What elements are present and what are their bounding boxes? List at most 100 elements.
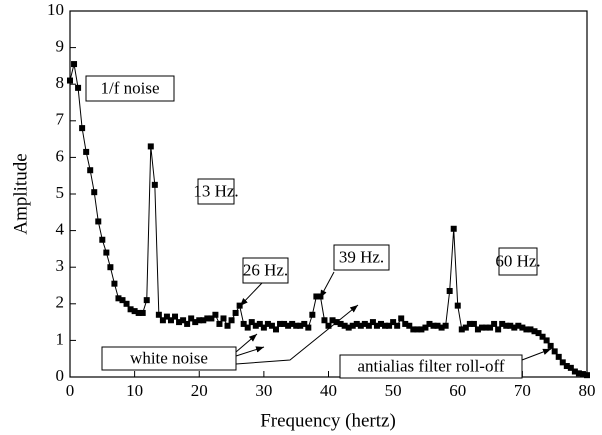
data-point: [123, 300, 130, 307]
data-point: [309, 311, 316, 318]
data-point: [289, 320, 296, 327]
data-point: [184, 320, 191, 327]
data-point: [236, 302, 243, 309]
data-point: [176, 319, 183, 326]
data-point: [390, 319, 397, 326]
annotation: 39 Hz.: [339, 247, 384, 266]
data-point: [394, 322, 401, 329]
x-tick-label: 50: [385, 381, 402, 400]
y-tick-label: 1: [56, 329, 65, 348]
data-point: [398, 315, 405, 322]
data-point: [285, 322, 292, 329]
data-point: [260, 324, 267, 331]
data-point: [248, 319, 255, 326]
data-point: [341, 322, 348, 329]
data-point: [523, 326, 530, 333]
y-tick-label: 0: [56, 366, 65, 385]
data-point: [281, 320, 288, 327]
data-point: [325, 322, 332, 329]
x-tick-label: 10: [126, 381, 143, 400]
data-point: [507, 322, 514, 329]
data-point: [180, 317, 187, 324]
y-tick-label: 6: [56, 146, 65, 165]
data-point: [204, 315, 211, 322]
data-point: [212, 311, 219, 318]
data-point: [495, 326, 502, 333]
data-point: [79, 125, 86, 132]
data-point: [127, 306, 134, 313]
data-point: [349, 322, 356, 329]
data-point: [531, 328, 538, 335]
data-point: [321, 317, 328, 324]
data-point: [167, 317, 174, 324]
data-point: [584, 372, 590, 379]
data-point: [378, 320, 385, 327]
data-point: [466, 320, 473, 327]
data-point: [272, 326, 279, 333]
data-point: [499, 320, 506, 327]
data-point: [147, 143, 154, 150]
data-point: [434, 322, 441, 329]
data-point: [483, 324, 490, 331]
data-point: [474, 326, 481, 333]
annotation: 26 Hz.: [243, 260, 288, 279]
data-point: [115, 295, 122, 302]
data-point: [418, 326, 425, 333]
data-point: [75, 84, 82, 91]
annotation: white noise: [130, 348, 208, 367]
data-point: [220, 315, 227, 322]
data-point: [369, 319, 376, 326]
data-point: [555, 353, 562, 360]
annotation-arrow: [235, 346, 265, 357]
y-axis-label: Amplitude: [10, 153, 31, 234]
data-point: [103, 249, 110, 256]
data-point: [458, 326, 465, 333]
data-point: [172, 313, 179, 320]
x-tick-label: 40: [320, 381, 337, 400]
x-tick-label: 80: [579, 381, 596, 400]
data-point: [414, 326, 421, 333]
data-point: [131, 308, 138, 315]
annotation-box: [85, 75, 175, 102]
data-point: [159, 317, 166, 324]
data-point: [155, 311, 162, 318]
data-point: [297, 322, 304, 329]
y-tick-label: 10: [47, 0, 64, 19]
y-tick-label: 7: [56, 110, 65, 129]
annotation-box: [242, 257, 289, 284]
annotation-box: [333, 244, 390, 271]
y-tick-label: 2: [56, 293, 65, 312]
data-point: [426, 320, 433, 327]
plot-frame: [69, 10, 588, 378]
y-tick-label: 8: [56, 73, 65, 92]
data-point: [264, 320, 271, 327]
data-point: [438, 324, 445, 331]
data-point: [519, 324, 526, 331]
data-point: [563, 363, 570, 370]
data-point: [200, 317, 207, 324]
data-point: [67, 77, 73, 84]
data-point: [99, 236, 106, 243]
x-axis-label: Frequency (hertz): [260, 410, 396, 431]
annotation-arrow: [521, 348, 552, 361]
annotation-arrow: [235, 304, 359, 365]
data-point: [313, 293, 320, 300]
data-point: [430, 322, 437, 329]
annotation-box: [197, 178, 235, 205]
data-point: [228, 317, 235, 324]
data-point: [446, 287, 453, 294]
y-tick-label: 3: [56, 256, 65, 275]
data-point: [87, 167, 94, 174]
data-point: [402, 320, 409, 327]
data-point: [83, 148, 90, 155]
data-point: [135, 309, 142, 316]
data-point: [559, 359, 566, 366]
data-point: [111, 280, 118, 287]
data-point: [575, 370, 582, 377]
x-tick-label: 70: [514, 381, 531, 400]
data-point: [188, 315, 195, 322]
x-tick-label: 60: [449, 381, 466, 400]
data-point: [551, 348, 558, 355]
